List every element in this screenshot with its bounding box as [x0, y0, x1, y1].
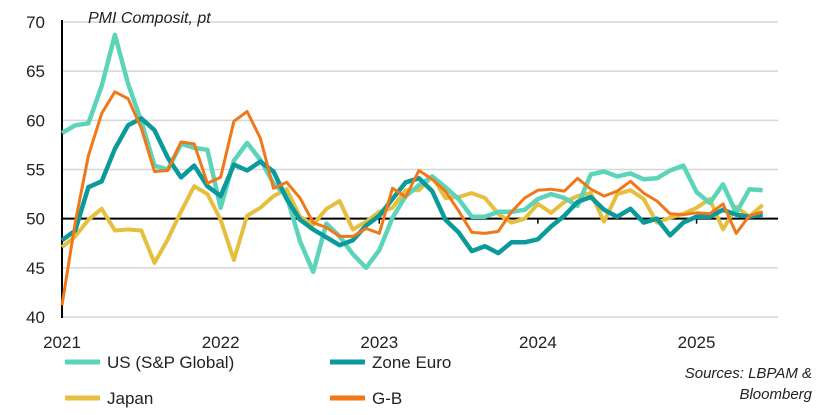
series-line-zone-euro	[60, 116, 764, 256]
source-line-2: Bloomberg	[739, 386, 812, 403]
x-tick-label: 2025	[678, 333, 716, 352]
y-axis-ticks: 40 45 50 55 60 65 70	[26, 13, 45, 327]
chart-title: PMI Composit, pt	[88, 10, 211, 27]
y-tick-label: 55	[26, 161, 45, 180]
legend-label: US (S&P Global)	[107, 353, 234, 372]
x-tick-label: 2022	[202, 333, 240, 352]
legend: US (S&P Global) Zone Euro Japan G-B	[65, 353, 451, 408]
x-tick-label: 2021	[43, 333, 81, 352]
y-tick-label: 45	[26, 259, 45, 278]
series-lines	[60, 32, 765, 306]
y-tick-label: 60	[26, 111, 45, 130]
source-line-1: Sources: LBPAM &	[685, 365, 812, 382]
y-tick-label: 50	[26, 210, 45, 229]
y-tick-label: 40	[26, 308, 45, 327]
y-tick-label: 65	[26, 62, 45, 81]
y-tick-label: 70	[26, 13, 45, 32]
legend-label: Japan	[107, 389, 153, 408]
x-tick-label: 2024	[519, 333, 557, 352]
x-tick-label: 2023	[360, 333, 398, 352]
series-line-g-b	[60, 90, 764, 306]
legend-label: Zone Euro	[372, 353, 451, 372]
legend-label: G-B	[372, 389, 402, 408]
